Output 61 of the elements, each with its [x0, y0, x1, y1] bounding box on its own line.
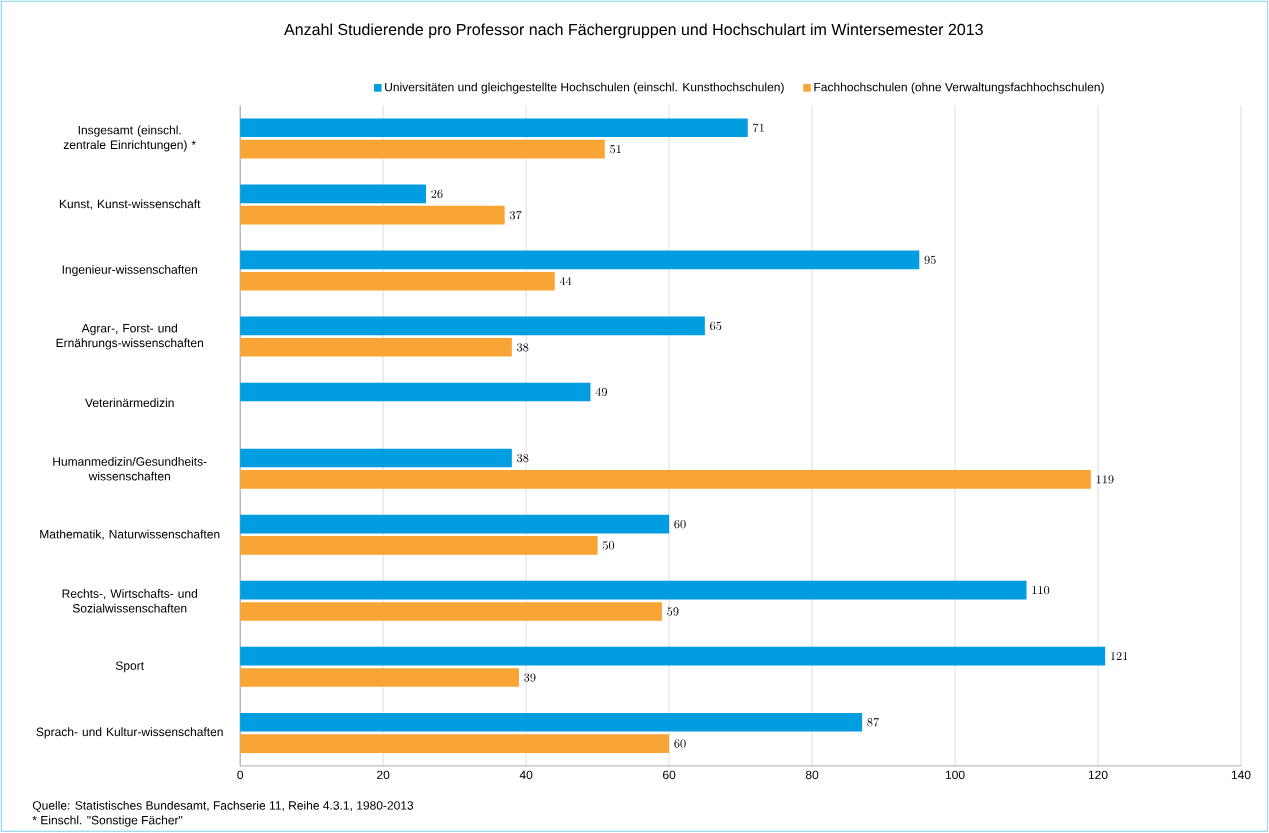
data-label: 39	[524, 673, 536, 682]
y-tick-label: Agrar-, Forst- und Ernährungs-wissenschaften	[56, 323, 204, 350]
x-tick-label: 0	[237, 770, 244, 780]
bar	[240, 316, 705, 336]
y-tick-label: Veterinärmedizin	[85, 398, 174, 408]
source-note: Quelle: Statistisches Bundesamt, Fachserie 11, Reihe 4.3.1, 1980-2013	[32, 801, 414, 813]
bar	[240, 470, 1091, 489]
y-tick-label: Rechts-, Wirtschafts- und Sozialwissenschaften	[62, 589, 197, 613]
bar	[240, 206, 505, 225]
bar	[240, 139, 605, 159]
bar	[240, 448, 512, 468]
y-tick-label: Sport	[115, 661, 144, 673]
data-label: 50	[602, 541, 615, 550]
data-label: 44	[559, 277, 572, 286]
bar	[240, 338, 512, 357]
y-tick-label: Sprach- und Kultur-wissenschaften	[36, 727, 223, 739]
data-label: 87	[867, 718, 879, 727]
bar	[240, 272, 555, 291]
bar	[240, 514, 670, 534]
bar	[240, 647, 1106, 666]
x-tick-label: 140	[1231, 770, 1251, 780]
y-tick-label: Mathematik, Naturwissenschaften	[40, 529, 220, 541]
bar	[240, 536, 598, 555]
data-label: 51	[610, 145, 621, 154]
data-label: 65	[710, 321, 722, 331]
bar	[240, 668, 519, 688]
bar	[240, 382, 591, 402]
bar	[240, 580, 1027, 600]
chart-title: Anzahl Studierende pro Professor nach Fächergruppen und Hochschulart im Wintersemester 2013	[284, 23, 983, 39]
x-tick-label: 40	[519, 770, 533, 780]
data-label: 26	[431, 189, 443, 199]
data-label: 121	[1110, 652, 1128, 661]
bar	[240, 250, 920, 270]
data-label: 49	[595, 387, 607, 397]
data-label: 38	[517, 343, 529, 352]
y-tick-label: Humanmedizin/Gesundheits-wissenschaften	[53, 457, 207, 481]
y-tick-label: Ingenieur-wissenschaften	[62, 265, 197, 277]
y-tick-label: Kunst, Kunst-wissenschaft	[59, 199, 201, 210]
bar	[240, 713, 863, 732]
x-tick-label: 60	[663, 770, 676, 780]
data-label: 38	[517, 454, 529, 463]
bar	[240, 184, 427, 204]
data-label: 110	[1032, 586, 1050, 595]
data-label: 95	[924, 255, 936, 265]
data-label: 37	[509, 211, 522, 220]
bar	[240, 602, 662, 621]
x-tick-label: 80	[805, 770, 819, 780]
data-label: 71	[753, 123, 764, 133]
bar	[240, 118, 748, 138]
y-tick-label: Insgesamt (einschl. zentrale Einrichtungen) *	[63, 125, 196, 152]
data-label: 119	[1096, 475, 1114, 484]
data-label: 59	[667, 607, 679, 616]
data-label: 60	[674, 739, 686, 748]
legend-label: Fachhochschulen (ohne Verwaltungsfachhochschulen)	[814, 82, 1104, 94]
bar	[240, 734, 670, 754]
x-tick-label: 20	[377, 770, 390, 780]
data-label: 60	[674, 520, 686, 529]
x-tick-label: 120	[1088, 770, 1108, 780]
legend-label: Universitäten und gleichgestellte Hochschulen (einschl. Kunsthochschulen)	[385, 82, 784, 94]
text: * Einschl. "Sonstige Fächer"	[32, 815, 183, 827]
x-tick-label: 100	[945, 770, 965, 780]
